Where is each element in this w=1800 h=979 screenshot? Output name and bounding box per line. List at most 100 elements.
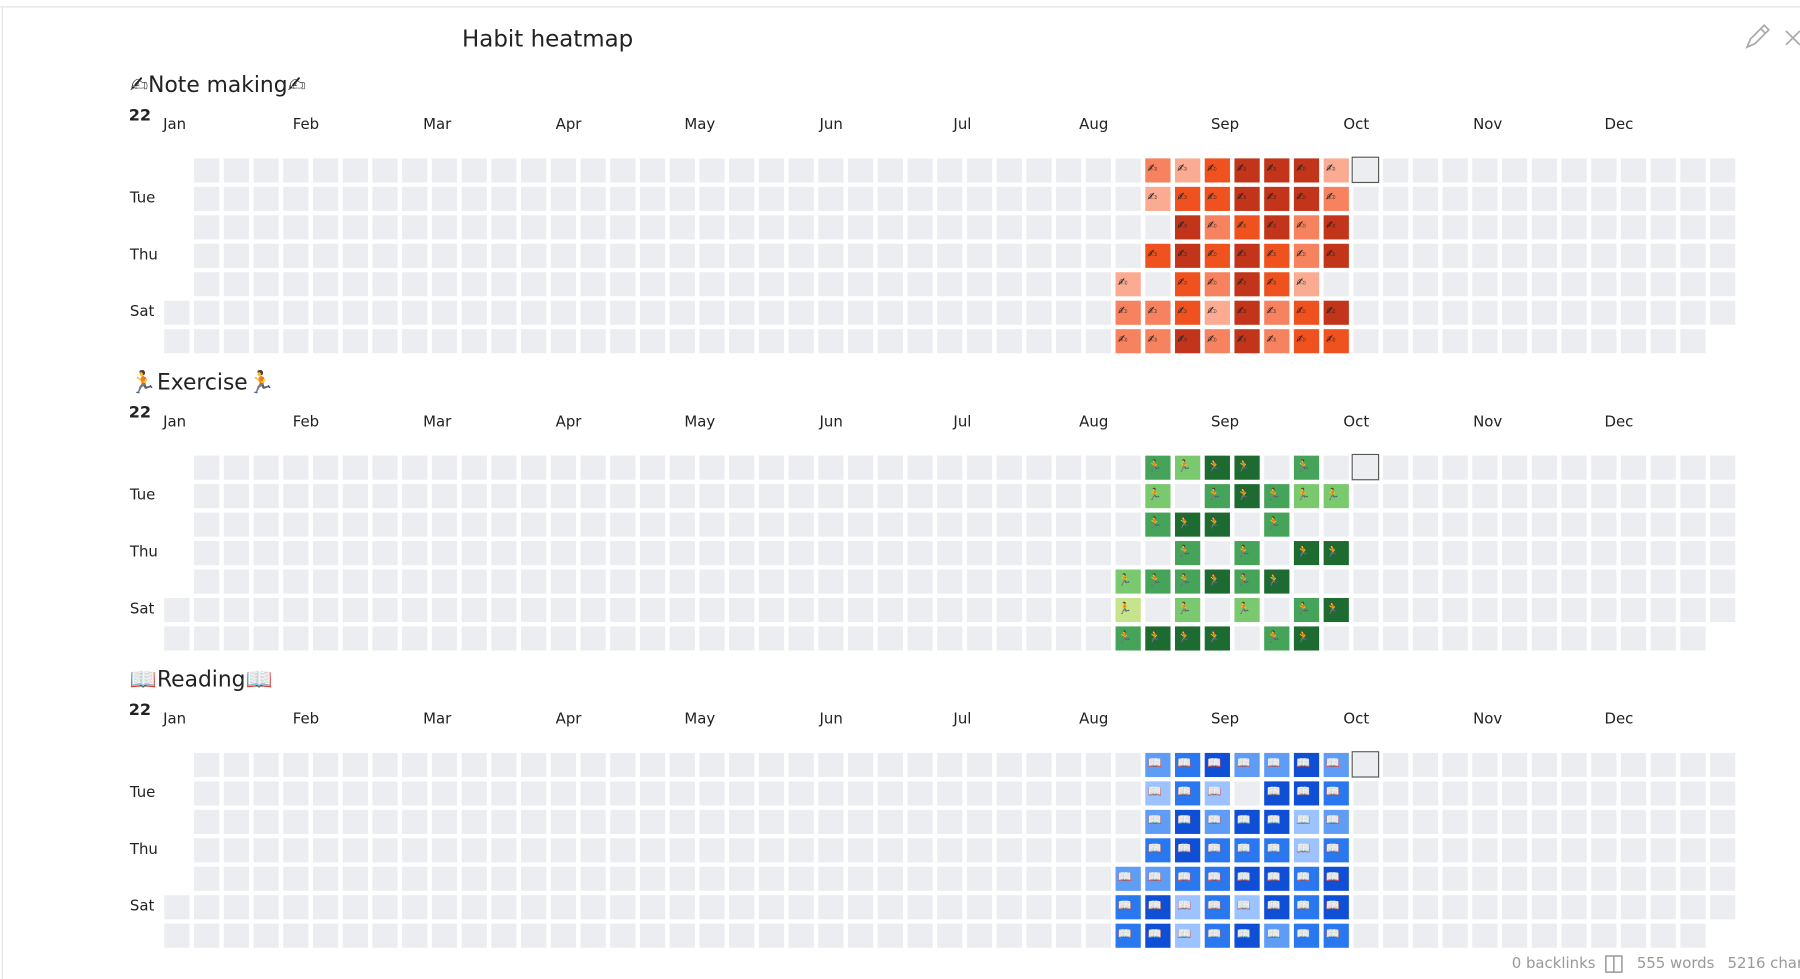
day-cell	[431, 597, 458, 623]
day-cell	[1501, 512, 1528, 537]
day-cell	[639, 512, 666, 537]
cell-icon: ✍	[1266, 304, 1276, 318]
day-cell	[1323, 569, 1349, 594]
day-cell	[1591, 809, 1617, 834]
day-cell	[818, 895, 844, 920]
day-cell	[580, 329, 606, 354]
day-cell	[521, 541, 547, 566]
day-cell	[1591, 300, 1617, 325]
day-cell	[1085, 838, 1112, 863]
day-cell	[312, 484, 339, 509]
day-cell	[1353, 809, 1379, 834]
day-cell	[758, 809, 785, 834]
day-cell	[848, 626, 874, 651]
day-cell	[372, 895, 398, 920]
day-cell	[699, 541, 725, 566]
day-cell	[1412, 895, 1439, 920]
cell-icon: 📖	[1148, 927, 1162, 941]
day-cell	[1620, 781, 1647, 806]
day-cell	[1115, 512, 1141, 537]
cell-icon: 📖	[1118, 927, 1132, 941]
day-cell	[431, 569, 458, 594]
day-cell	[610, 215, 636, 240]
cell-icon: ✍	[1207, 190, 1217, 204]
day-cell	[223, 866, 250, 891]
day-cell	[550, 569, 577, 594]
day-cell	[1412, 838, 1439, 863]
day-cell	[1591, 272, 1617, 297]
day-cell	[610, 272, 636, 297]
day-cell	[283, 895, 309, 920]
cell-icon: 📖	[1326, 841, 1340, 855]
month-label: Mar	[423, 412, 452, 430]
day-cell	[1710, 569, 1736, 594]
day-cell	[283, 484, 309, 509]
day-cell	[1323, 597, 1349, 623]
today-marker	[1351, 751, 1380, 778]
day-cell	[1085, 186, 1112, 211]
day-cell	[788, 838, 814, 863]
day-cell	[1174, 626, 1201, 651]
day-cell	[758, 838, 785, 863]
day-cell	[1442, 215, 1468, 240]
cell-icon: ✍	[1296, 190, 1306, 204]
day-cell	[1650, 866, 1676, 891]
day-cell	[1056, 752, 1082, 778]
day-cell	[1472, 626, 1498, 651]
day-cell	[937, 455, 963, 480]
day-cell	[253, 809, 279, 834]
day-cell	[1680, 512, 1706, 537]
day-cell	[758, 329, 785, 354]
day-cell	[402, 158, 428, 183]
day-cell	[669, 895, 695, 920]
day-cell	[1323, 866, 1349, 891]
day-cell	[1145, 752, 1171, 778]
day-cell	[1026, 626, 1052, 651]
day-cell	[1234, 512, 1260, 537]
day-cell	[372, 512, 398, 537]
cell-icon: 📖	[1237, 927, 1251, 941]
day-cell	[1204, 895, 1230, 920]
day-cell	[580, 512, 606, 537]
day-cell	[372, 781, 398, 806]
day-cell	[1442, 752, 1468, 778]
cell-icon: 📖	[1207, 813, 1221, 827]
day-cell	[223, 781, 250, 806]
day-cell	[1056, 626, 1082, 651]
backlinks[interactable]: 0 backlinks	[1512, 954, 1596, 972]
day-cell	[788, 752, 814, 778]
day-cell	[1412, 512, 1439, 537]
day-cell	[461, 923, 487, 948]
day-cell	[1056, 597, 1082, 623]
cell-icon: ✍	[1237, 218, 1247, 232]
day-cell	[907, 272, 933, 297]
day-cell	[1145, 569, 1171, 594]
day-cell	[521, 923, 547, 948]
day-cell	[937, 512, 963, 537]
day-cell	[1442, 541, 1468, 566]
day-cell	[907, 186, 933, 211]
close-button[interactable]	[1785, 30, 1800, 46]
day-cell	[610, 569, 636, 594]
day-cell	[283, 626, 309, 651]
day-cell	[1145, 329, 1171, 354]
day-cell	[253, 272, 279, 297]
day-cell	[1353, 541, 1379, 566]
day-cell	[1026, 781, 1052, 806]
day-cell	[402, 272, 428, 297]
day-cell	[461, 626, 487, 651]
day-cell	[194, 329, 220, 354]
day-cell	[521, 243, 547, 268]
day-cell	[1293, 923, 1320, 948]
day-cell	[1323, 626, 1349, 651]
day-cell	[1531, 300, 1557, 325]
day-cell	[431, 484, 458, 509]
day-cell	[1115, 215, 1141, 240]
month-label: Jan	[162, 710, 186, 728]
edit-button[interactable]	[1745, 24, 1771, 49]
day-cell	[1234, 597, 1260, 623]
day-cell	[1531, 272, 1557, 297]
cell-icon: 📖	[1148, 784, 1162, 798]
day-cell	[1026, 512, 1052, 537]
day-cell	[1442, 272, 1468, 297]
